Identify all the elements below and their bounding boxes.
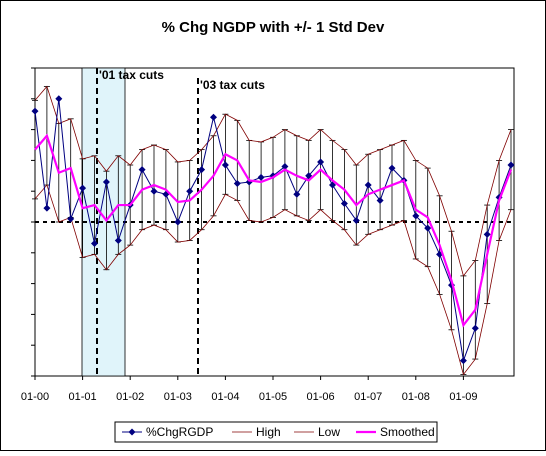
data-point — [91, 240, 98, 248]
annotation: '03 tax cuts — [200, 78, 265, 92]
x-tick-label: 01-08 — [402, 391, 430, 403]
data-point — [67, 215, 75, 223]
data-point — [138, 166, 146, 174]
data-point — [471, 324, 479, 332]
data-point — [186, 187, 194, 195]
legend-label: Low — [318, 425, 340, 439]
data-point — [150, 187, 158, 195]
data-point — [198, 166, 206, 174]
data-point — [79, 184, 87, 192]
legend-label: Smoothed — [380, 425, 435, 439]
data-point — [43, 204, 51, 212]
legend — [114, 421, 438, 443]
data-point — [281, 163, 289, 171]
series-line — [34, 133, 513, 328]
x-tick-label: 01-06 — [307, 391, 335, 403]
data-point — [340, 200, 348, 208]
data-point — [114, 236, 122, 244]
data-point — [31, 107, 39, 115]
legend-label: High — [256, 425, 281, 439]
series-line — [34, 184, 512, 376]
data-point — [257, 173, 265, 181]
data-point — [459, 357, 467, 365]
x-tick-label: 01-04 — [211, 391, 239, 403]
data-point — [424, 224, 432, 232]
data-point — [507, 161, 515, 169]
legend-marker — [128, 428, 136, 436]
data-point — [483, 230, 491, 238]
chart-title: % Chg NGDP with +/- 1 Std Dev — [162, 19, 385, 36]
data-point — [317, 158, 325, 166]
data-point — [174, 218, 182, 226]
x-tick-label: 01-09 — [449, 391, 477, 403]
data-point — [352, 216, 360, 224]
data-point — [55, 95, 63, 103]
x-tick-label: 01-07 — [354, 391, 382, 403]
x-tick-label: 01-01 — [69, 391, 97, 403]
data-point — [376, 196, 384, 204]
legend-label: %ChgRGDP — [146, 425, 213, 439]
data-point — [364, 181, 372, 189]
data-point — [412, 212, 420, 220]
data-point — [102, 178, 110, 186]
data-point — [233, 180, 241, 187]
data-point — [388, 164, 396, 172]
x-tick-label: 01-02 — [116, 391, 144, 403]
x-tick-label: 01-03 — [164, 391, 192, 403]
data-point — [293, 190, 301, 198]
data-point — [210, 113, 217, 121]
x-tick-label: 01-05 — [259, 391, 287, 403]
data-point — [221, 161, 229, 169]
data-point — [329, 181, 336, 189]
series-line — [34, 85, 512, 277]
annotation: '01 tax cuts — [99, 68, 164, 82]
x-tick-label: 01-00 — [21, 391, 49, 403]
